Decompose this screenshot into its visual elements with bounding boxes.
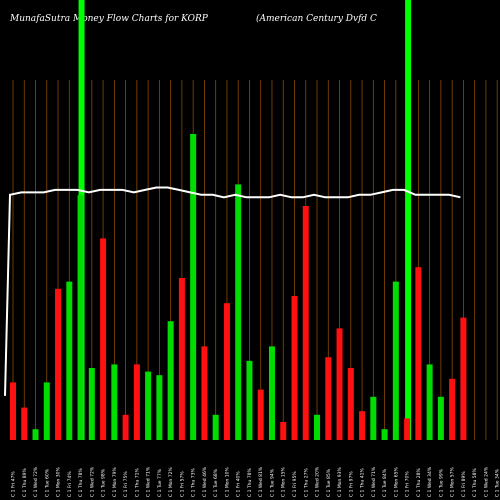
bar [460,317,467,440]
x-tick-label: C 1 Wed 20% [315,466,321,497]
x-tick-label: C 1 Mon 10% [224,466,230,497]
bar [302,206,309,440]
bar [257,389,264,440]
bar [426,364,433,440]
bar [145,371,152,440]
bar [291,296,298,440]
bar [280,422,287,440]
x-tick-label: C 1 Tue 68% [213,468,219,497]
bar [43,382,50,440]
bar [449,378,456,440]
bar [268,346,275,440]
x-tick-label: C 1 Wed 72% [33,466,39,497]
price-line [4,186,461,396]
x-tick-label: C 1 Fri 70% [405,471,411,497]
x-tick-label: C 1 Thu 41% [360,468,366,497]
x-tick-label: C 1 Wed 71% [371,466,377,497]
x-tick-label: C 1 Thu 28% [416,468,422,497]
x-tick-label: C 1 Wed 81% [258,466,264,497]
bar [201,346,208,440]
x-tick-label: C 1 Tue 77% [157,468,163,497]
x-tick-label: C 1 Fri 57% [179,471,185,497]
bar [415,267,422,440]
bar [370,396,377,440]
bar [359,411,366,440]
x-tick-label: C 1 Thu 71% [134,468,140,497]
x-tick-label: C 1 Thu 78% [247,468,253,497]
chart-title: MunafaSutra Money Flow Charts for KORP [10,14,208,24]
bar [156,375,163,440]
bar [122,414,129,440]
x-tick-label: C 1 Mon 65% [393,466,399,497]
bar [178,278,185,440]
x-tick-label: C 1 Wed 24% [483,466,489,497]
x-tick-label: C 1 Wed 34% [427,466,433,497]
bar [55,288,62,440]
x-tick-label: C 1 Fri 47% [11,471,17,497]
bar [212,414,219,440]
x-tick-label: C 1 Tue 85% [326,468,332,497]
x-tick-label: C 1 Fri 97% [348,471,354,497]
x-tick-label: C 1 Mon 30% [56,466,62,497]
x-tick-label: C 1 Tue 99% [438,468,444,497]
bar [133,364,140,440]
bar [314,414,321,440]
x-tick-label: C 1 Tue 84% [382,468,388,497]
x-tick-label: C 1 Fri 74% [67,471,73,497]
x-tick-label: C 1 Fri 40% [236,471,242,497]
bar [336,328,343,440]
x-tick-label: C 1 Fri 75% [123,471,129,497]
x-tick-label: C 1 Wed 46% [202,466,208,497]
bar [77,195,84,440]
bar [246,360,253,440]
bar [167,321,174,440]
x-tick-label: C 1 Tue 60% [44,468,50,497]
bar [190,134,197,440]
bar [235,184,242,440]
x-tick-label: C 1 Wed 71% [146,466,152,497]
bar [66,281,73,440]
x-tick-label: C 1 Thu 58% [472,468,478,497]
x-tick-label: C 1 Thu 89% [22,468,28,497]
bar [404,418,411,440]
x-tick-label: C 1 Fri 89% [461,471,467,497]
x-tick-label: C 1 Thu 73% [191,468,197,497]
bar [88,368,95,440]
x-tick-label: C 1 Tue 98% [101,468,107,497]
highlight-bar [405,0,412,440]
x-tick-label: C 1 Tue 94% [269,468,275,497]
x-tick-label: C 1 Fri 95% [292,471,298,497]
bar [111,364,118,440]
x-tick-label: C 1 Thu 27% [303,468,309,497]
bar [325,357,332,440]
x-tick-label: C 1 Mon 79% [112,466,118,497]
bar [392,281,399,440]
x-tick-label: C 1 Mon 15% [281,466,287,497]
bar [32,429,39,440]
x-tick-label: C 1 Tue 34% [495,468,500,497]
bar [381,429,388,440]
x-tick-label: C 1 Mon 57% [450,466,456,497]
bar [100,238,107,440]
x-tick-label: C 1 Mon 72% [168,466,174,497]
money-flow-bars [10,134,467,440]
x-tick-label: C 1 Wed 72% [89,466,95,497]
bar [10,382,16,440]
bar [21,407,28,440]
x-tick-label: C 1 Thu 78% [78,468,84,497]
highlight-bars [78,0,412,440]
chart-subtitle: (American Century Dvfd C [256,14,377,24]
bar [347,368,354,440]
x-tick-label: C 1 Mon 93% [337,466,343,497]
bar [223,303,230,440]
x-tick-labels: C 1 Fri 47% C 1 Thu 89% C 1 Wed 72% C 1 Tue… [11,466,500,497]
bar [437,396,444,440]
